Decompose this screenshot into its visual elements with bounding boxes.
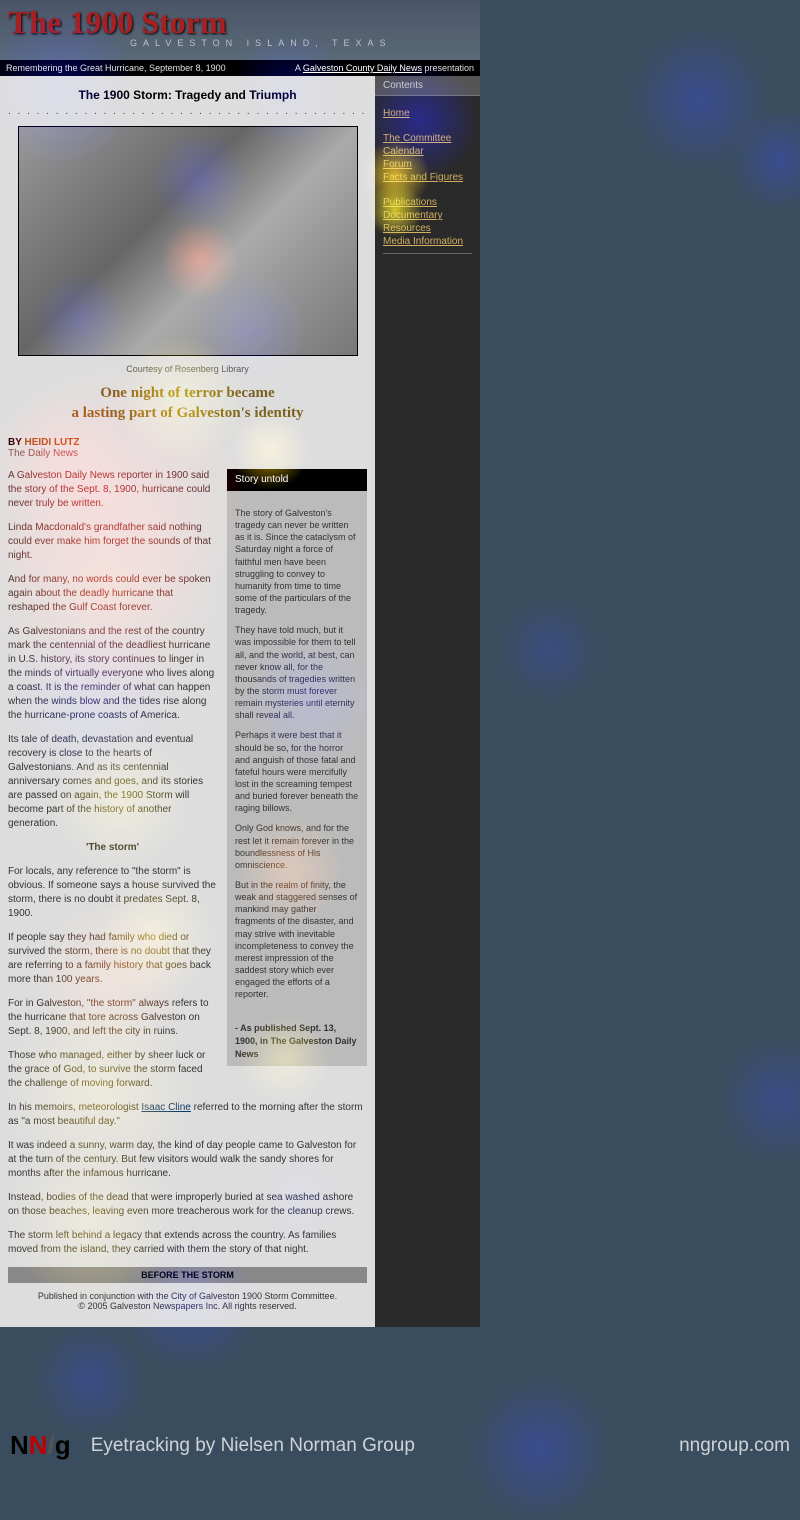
nav-resources[interactable]: Resources [383,223,472,234]
article-title: The 1900 Storm: Tragedy and Triumph [8,84,367,106]
para: In his memoirs, meteorologist Isaac Clin… [8,1101,367,1129]
banner-right: A Galveston County Daily News presentati… [295,63,474,73]
nav-documentary[interactable]: Documentary [383,210,472,221]
watermark-url: nngroup.com [679,1435,790,1457]
nav-home[interactable]: Home [383,108,472,119]
byline-author: HEIDI LUTZ [25,437,80,448]
footer: Published in conjunction with the City o… [8,1283,367,1319]
nav-list: Home The Committee Calendar Forum Facts … [375,96,480,270]
nav-calendar[interactable]: Calendar [383,146,472,157]
footer-nav-next[interactable]: BEFORE THE STORM [8,1267,367,1283]
nav-committee[interactable]: The Committee [383,133,472,144]
story-untold-box: Story untold The story of Galveston's tr… [227,469,367,1066]
byline-org: The Daily News [8,448,78,459]
article-photo [18,126,358,356]
sidebox-title: Story untold [227,469,367,491]
nav-column: Contents Home The Committee Calendar For… [375,76,480,1327]
sidebox-citation: - As published Sept. 13, 1900, in The Ga… [227,1016,367,1066]
nav-publications[interactable]: Publications [383,197,472,208]
para: The storm left behind a legacy that exte… [8,1229,367,1257]
site-subtitle: GALVESTON ISLAND, TEXAS [130,38,392,48]
isaac-cline-link[interactable]: Isaac Cline [141,1102,190,1113]
nav-forum[interactable]: Forum [383,159,472,170]
para: Instead, bodies of the dead that were im… [8,1191,367,1219]
nav-divider [383,253,472,254]
content-row: The 1900 Storm: Tragedy and Triumph . . … [0,76,480,1327]
article-headline: One night of terror became a lasting par… [8,384,367,423]
byline: BY HEIDI LUTZ The Daily News [8,437,367,459]
nav-media[interactable]: Media Information [383,236,472,247]
sidebox-body: The story of Galveston's tragedy can nev… [227,491,367,1016]
nav-facts[interactable]: Facts and Figures [383,172,472,183]
article-body: Story untold The story of Galveston's tr… [8,469,367,1257]
watermark: NN/g Eyetracking by Nielsen Norman Group… [0,1430,800,1461]
nav-header: Contents [375,76,480,96]
watermark-text: Eyetracking by Nielsen Norman Group [91,1435,415,1457]
banner-left: Remembering the Great Hurricane, Septemb… [6,63,226,73]
banner-bar: Remembering the Great Hurricane, Septemb… [0,60,480,76]
banner-link[interactable]: Galveston County Daily News [303,63,422,73]
main-column: The 1900 Storm: Tragedy and Triumph . . … [0,76,375,1327]
divider-dots: . . . . . . . . . . . . . . . . . . . . … [8,106,367,118]
para: It was indeed a sunny, warm day, the kin… [8,1139,367,1181]
site-title: The 1900 Storm [8,4,472,41]
site-header: The 1900 Storm GALVESTON ISLAND, TEXAS [0,0,480,60]
photo-caption: Courtesy of Rosenberg Library [8,364,367,374]
nng-logo: NN/g [10,1430,71,1461]
page-container: The 1900 Storm GALVESTON ISLAND, TEXAS R… [0,0,480,1327]
